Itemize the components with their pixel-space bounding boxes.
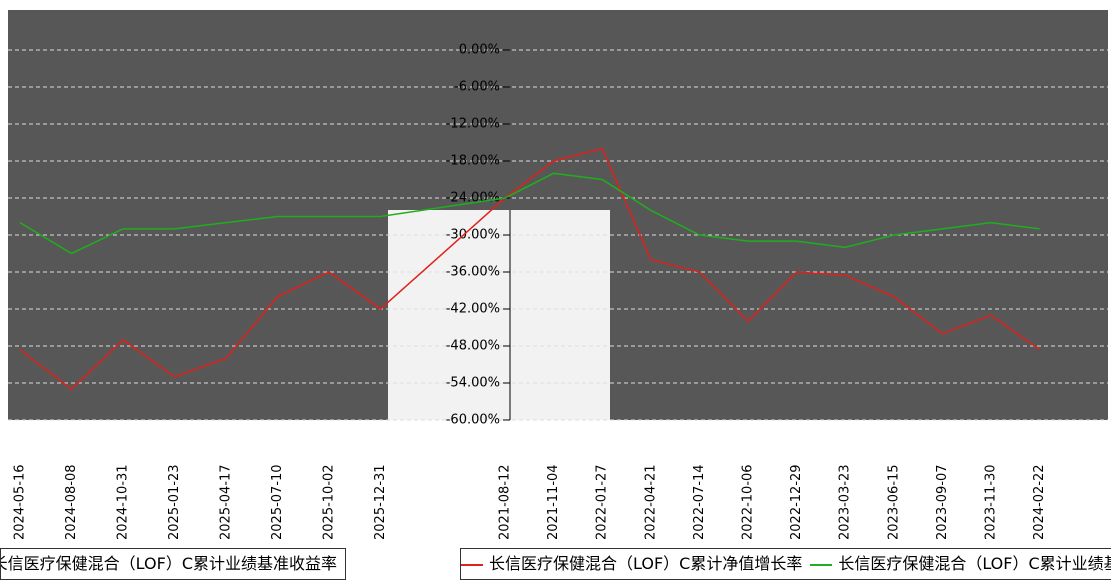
x-tick: 2024-02-22: [1032, 464, 1047, 540]
x-tick-label: 2022-12-29: [789, 464, 804, 540]
x-tick: 2025-04-17: [219, 464, 234, 540]
x-tick-label: 2022-10-06: [741, 464, 756, 540]
y-tick-label: -60.00%: [446, 413, 500, 428]
x-tick-label: 2024-08-08: [64, 464, 79, 540]
legend-label: 长信医疗保健混合（LOF）C累计净值增长率: [489, 554, 802, 573]
x-tick: 2023-03-23: [838, 464, 853, 540]
x-tick-label: 2022-04-21: [643, 464, 658, 540]
x-tick: 2025-07-10: [270, 464, 285, 540]
x-tick: 2022-10-06: [741, 464, 756, 540]
legend-item: 长信医疗保健混合（LOF）C累计净值增长率: [461, 549, 802, 579]
legend: 长信医疗保健混合（LOF）C累计净值增长率 长信医疗保健混合（LOF）C累计业绩基…: [460, 548, 1111, 580]
x-tick-label: 2023-03-23: [838, 464, 853, 540]
x-tick: 2023-11-30: [984, 464, 999, 540]
legend-label: 长信医疗保健混合（LOF）C累计业绩基准收益率: [838, 554, 1111, 573]
x-tick: 2024-05-16: [13, 464, 28, 540]
x-tick-label: 2021-11-04: [546, 464, 561, 540]
x-tick: 2022-07-14: [692, 464, 707, 540]
x-tick-label: 2025-10-02: [322, 464, 337, 540]
x-tick-label: 2022-01-27: [595, 464, 610, 540]
legend-item: 长信医疗保健混合（LOF）C累计业绩基准收益率: [0, 549, 337, 579]
y-tick-label: -6.00%: [454, 80, 500, 95]
x-tick: 2023-09-07: [935, 464, 950, 540]
x-tick: 2024-08-08: [64, 464, 79, 540]
legend-swatch: [810, 564, 832, 566]
x-tick: 2021-11-04: [546, 464, 561, 540]
x-tick-label: 2023-06-15: [886, 464, 901, 540]
x-tick-label: 2025-07-10: [270, 464, 285, 540]
x-tick: 2022-01-27: [595, 464, 610, 540]
page: {"chart_data": {"type": "line", "categor…: [0, 0, 1111, 584]
y-tick-label: -42.00%: [446, 302, 500, 317]
y-tick-label: -36.00%: [446, 265, 500, 280]
x-tick-label: 2025-04-17: [219, 464, 234, 540]
legend-label: 长信医疗保健混合（LOF）C累计业绩基准收益率: [0, 554, 337, 573]
x-tick: 2025-01-23: [167, 464, 182, 540]
y-tick-label: -54.00%: [446, 376, 500, 391]
x-tick-label: 2024-10-31: [116, 464, 131, 540]
x-tick-label: 2022-07-14: [692, 464, 707, 540]
x-tick-label: 2023-09-07: [935, 464, 950, 540]
y-tick-label: -18.00%: [446, 154, 500, 169]
x-tick-label: 2025-12-31: [373, 464, 388, 540]
y-tick-label: -48.00%: [446, 339, 500, 354]
x-tick-label: 2023-11-30: [984, 464, 999, 540]
x-tick: 2023-06-15: [886, 464, 901, 540]
x-tick: 2025-10-02: [322, 464, 337, 540]
x-tick-label: 2021-08-12: [498, 464, 513, 540]
x-tick-label: 2024-02-22: [1032, 464, 1047, 540]
legend-swatch: [461, 564, 483, 566]
y-tick-label: 0.00%: [459, 43, 500, 58]
x-tick: 2022-04-21: [643, 464, 658, 540]
axis-panel: [510, 210, 610, 420]
legend: 长信医疗保健混合（LOF）C累计业绩基准收益率: [0, 548, 346, 580]
chart: 0.00%-6.00%-12.00%-18.00%-24.00%-30.00%-…: [0, 0, 1111, 545]
y-tick-label: -30.00%: [446, 228, 500, 243]
legend-item: 长信医疗保健混合（LOF）C累计业绩基准收益率: [810, 549, 1111, 579]
x-tick-label: 2025-01-23: [167, 464, 182, 540]
y-tick-label: -12.00%: [446, 117, 500, 132]
x-tick: 2025-12-31: [373, 464, 388, 540]
x-tick: 2024-10-31: [116, 464, 131, 540]
x-tick: 2021-08-12: [498, 464, 513, 540]
x-tick: 2022-12-29: [789, 464, 804, 540]
x-tick-label: 2024-05-16: [13, 464, 28, 540]
